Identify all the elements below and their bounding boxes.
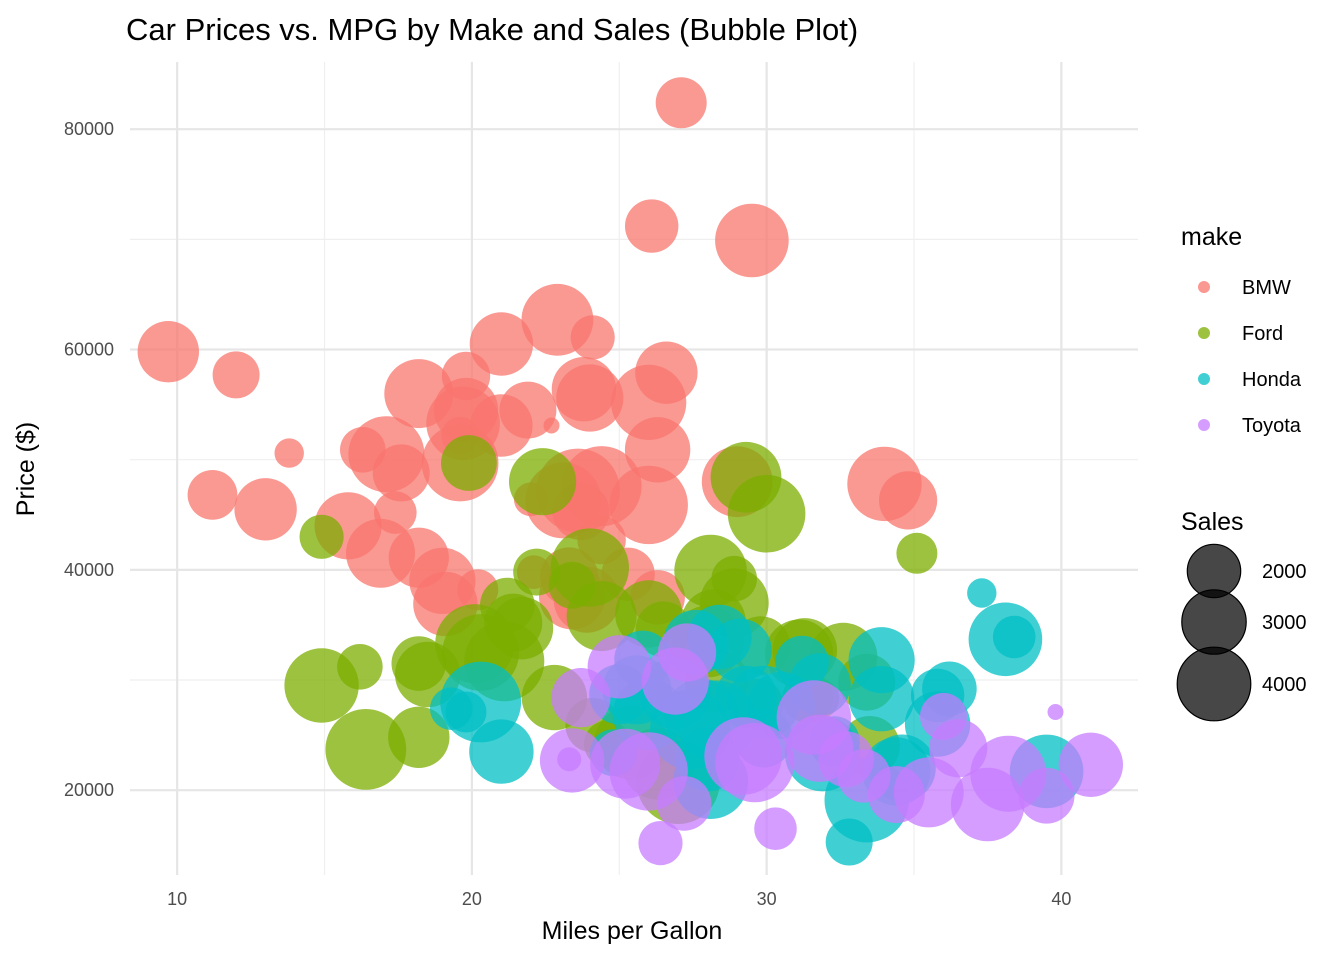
legend-key-toyota — [1198, 419, 1210, 431]
bubble-bmw — [715, 203, 789, 278]
bubble-bmw — [274, 438, 304, 468]
bubble-ford — [441, 435, 497, 491]
bubble-ford — [337, 644, 383, 690]
legend-key-ford — [1198, 327, 1210, 339]
size-legend-label: 3000 — [1262, 612, 1307, 634]
bubble-ford — [325, 709, 407, 790]
y-tick-label: 80000 — [64, 119, 114, 139]
legend-label-honda: Honda — [1242, 369, 1302, 391]
y-axis-title: Price ($) — [12, 422, 40, 516]
legend-label-bmw: BMW — [1242, 277, 1291, 299]
x-axis-ticks: 10 20 30 40 — [167, 889, 1071, 909]
bubble-toyota — [587, 635, 651, 699]
bubble-toyota — [754, 807, 797, 850]
bubble-toyota — [1018, 767, 1075, 824]
bubble-bmw — [655, 77, 707, 129]
bubble-bmw — [624, 417, 691, 483]
bubble-ford — [896, 532, 938, 574]
bubble-toyota — [715, 723, 795, 803]
size-legend-key — [1181, 589, 1247, 655]
bubble-ford — [513, 548, 561, 596]
bubble-bmw — [879, 471, 938, 530]
y-tick-label: 40000 — [64, 560, 114, 580]
legend-key-bmw — [1198, 281, 1210, 293]
color-legend-title: make — [1181, 223, 1242, 251]
bubble-bmw — [556, 364, 624, 432]
bubble-toyota — [656, 776, 712, 831]
bubble-ford — [299, 514, 344, 559]
size-legend-title: Sales — [1181, 508, 1244, 536]
size-legend: Sales 2000 3000 4000 — [1176, 508, 1307, 722]
bubbles — [137, 77, 1124, 866]
bubble-bmw — [543, 417, 560, 434]
x-tick-label: 30 — [757, 889, 777, 909]
bubble-bmw — [234, 478, 297, 541]
bubble-toyota — [638, 821, 683, 866]
bubble-ford — [490, 597, 554, 660]
bubble-honda — [848, 666, 915, 732]
bubble-honda — [708, 618, 772, 682]
x-tick-label: 20 — [462, 889, 482, 909]
bubble-bmw — [348, 416, 425, 493]
bubble-ford — [727, 474, 806, 553]
size-legend-label: 4000 — [1262, 674, 1307, 696]
x-axis-title: Miles per Gallon — [542, 917, 723, 945]
bubble-honda — [992, 615, 1036, 659]
bubble-bmw — [137, 321, 199, 383]
legend-label-ford: Ford — [1242, 323, 1283, 345]
x-tick-label: 40 — [1051, 889, 1071, 909]
bubble-bmw — [469, 312, 534, 376]
bubble-toyota — [658, 623, 717, 682]
bubble-bmw — [635, 341, 698, 404]
legend-key-honda — [1198, 373, 1210, 385]
bubble-bmw — [625, 199, 679, 253]
bubble-honda — [469, 719, 534, 784]
bubble-bmw — [570, 315, 615, 360]
bubble-toyota — [1058, 732, 1124, 797]
bubble-bmw — [499, 381, 557, 439]
bubble-ford — [388, 706, 450, 768]
y-axis-ticks: 20000 40000 60000 80000 — [64, 119, 114, 800]
bubble-ford — [508, 448, 577, 516]
bubble-ford — [711, 555, 757, 602]
bubble-bmw — [212, 351, 260, 399]
y-tick-label: 60000 — [64, 340, 114, 360]
series-toyota — [539, 623, 1124, 866]
chart-title: Car Prices vs. MPG by Make and Sales (Bu… — [126, 12, 858, 47]
x-tick-label: 10 — [167, 889, 187, 909]
bubble-toyota — [893, 757, 964, 828]
size-legend-key — [1176, 646, 1252, 722]
legend-label-toyota: Toyota — [1242, 415, 1302, 437]
y-tick-label: 20000 — [64, 780, 114, 800]
bubble-bmw — [609, 465, 688, 545]
bubble-bmw — [187, 470, 238, 520]
bubble-toyota — [539, 728, 605, 793]
size-legend-label: 2000 — [1262, 561, 1307, 583]
color-legend: make BMW Ford Honda Toyota — [1181, 223, 1302, 437]
bubble-honda — [967, 578, 997, 608]
bubble-toyota — [1047, 704, 1064, 720]
bubble-bmw — [374, 491, 417, 534]
